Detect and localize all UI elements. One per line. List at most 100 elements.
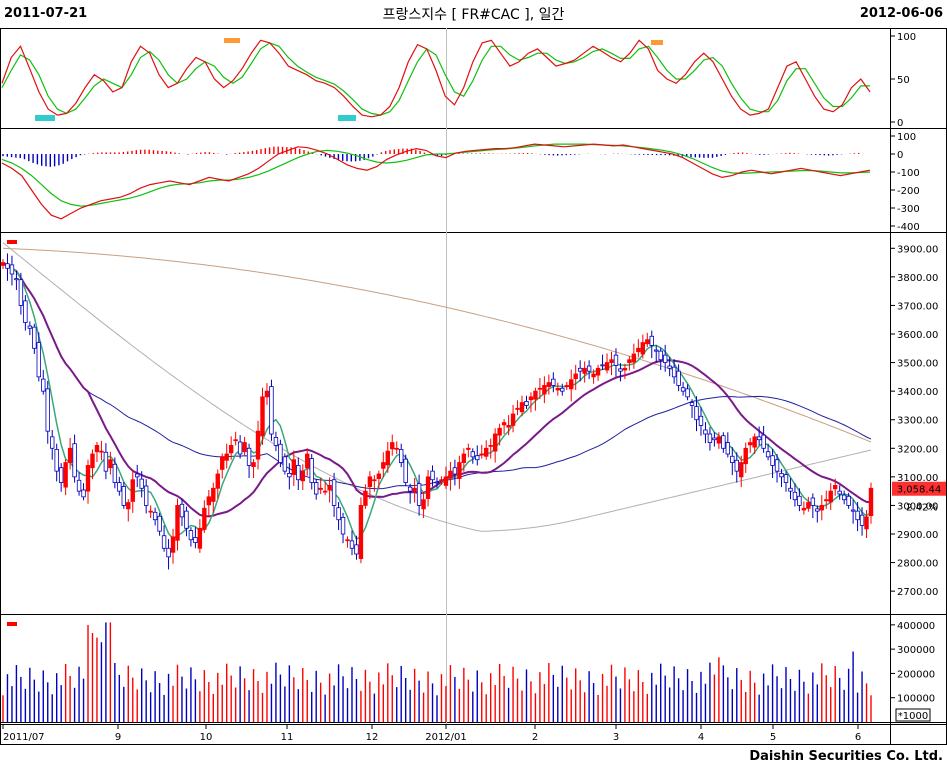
candle-body <box>309 458 314 483</box>
x-tick-label: 3 <box>613 732 619 743</box>
candle-body <box>327 485 332 491</box>
stoch-d-line <box>1 42 870 116</box>
price-y-tick-label: 3200.00 <box>897 444 938 455</box>
candle-body <box>54 449 59 472</box>
candle-body <box>484 447 489 457</box>
candle-body <box>855 510 860 521</box>
candle-body <box>340 517 346 535</box>
candle-body <box>739 462 744 478</box>
candle-body <box>497 427 502 436</box>
candle-body <box>716 436 722 444</box>
candle-body <box>846 495 851 506</box>
volume-y-tick-label: 200000 <box>897 669 935 680</box>
candle-body <box>560 387 565 392</box>
x-tick-label: 9 <box>115 732 121 743</box>
candle-body <box>640 342 646 355</box>
candle-body <box>595 367 601 376</box>
candle-body <box>841 494 847 501</box>
candle-body <box>135 473 140 478</box>
candle-body <box>166 547 171 558</box>
candle-body <box>730 455 735 463</box>
candle-body <box>27 325 33 329</box>
candle-body <box>390 442 395 450</box>
candle-body <box>126 502 131 510</box>
macd-y-tick-label: 0 <box>897 150 903 161</box>
candle-body <box>577 367 583 372</box>
candle-body <box>859 514 865 526</box>
chart-title: 프랑스지수 [ FR#CAC ], 일간 <box>382 7 565 23</box>
candle-body <box>564 385 569 387</box>
company-footer: Daishin Securities Co. Ltd. <box>749 749 943 764</box>
candle-body <box>774 459 780 472</box>
change-pct-label: 2.42% <box>906 503 938 514</box>
candle-body <box>76 479 82 492</box>
candle-body <box>569 379 574 390</box>
candle-body <box>152 511 158 521</box>
candle-body <box>806 502 811 509</box>
candle-body <box>810 497 816 506</box>
candle-body <box>260 396 265 437</box>
candle-body <box>421 499 426 510</box>
candle-body <box>363 490 368 506</box>
candle-body <box>868 487 874 517</box>
candle-body <box>582 367 587 374</box>
candle-body <box>721 435 726 449</box>
candle-body <box>161 535 167 549</box>
candle-body <box>743 447 748 465</box>
candle-body <box>273 437 279 446</box>
candle-body <box>649 335 654 346</box>
x-tick-label: 11 <box>281 732 294 743</box>
candle-body <box>510 413 516 426</box>
candle-body <box>121 486 127 506</box>
candle-body <box>381 462 386 469</box>
x-tick-label: 10 <box>200 732 213 743</box>
candle-body <box>18 279 24 306</box>
candle-body <box>783 474 789 483</box>
price-y-tick-label: 2800.00 <box>897 559 938 570</box>
candle-body <box>466 447 471 450</box>
candle-body <box>613 354 619 366</box>
candle-body <box>833 485 838 490</box>
candle-body <box>85 465 91 492</box>
candle-body <box>533 390 538 400</box>
ma120-line <box>2 242 872 532</box>
candle-body <box>143 485 149 506</box>
price-y-tick-label: 3800.00 <box>897 273 938 284</box>
candle-body <box>658 350 663 361</box>
candle-body <box>72 443 77 478</box>
candle-body <box>242 442 247 453</box>
candle-body <box>430 470 435 481</box>
candle-body <box>407 486 413 492</box>
candle-body <box>403 458 408 483</box>
candle-body <box>457 462 462 479</box>
candle-body <box>461 453 467 463</box>
candle-body <box>0 262 6 266</box>
candle-body <box>412 487 417 492</box>
candle-body <box>354 544 359 555</box>
candle-body <box>819 505 824 511</box>
candle-body <box>108 459 113 469</box>
stoch-y-tick-label: 0 <box>897 118 903 129</box>
candle-body <box>443 476 449 486</box>
candle-body <box>278 443 283 463</box>
candle-body <box>282 456 288 472</box>
candle-body <box>246 447 252 466</box>
candle-body <box>694 406 699 421</box>
start-date: 2011-07-21 <box>4 6 88 21</box>
candle-body <box>712 437 717 441</box>
ma60-line <box>2 262 872 490</box>
candle-body <box>322 490 328 493</box>
candle-body <box>475 455 480 461</box>
candle-body <box>752 436 757 448</box>
candle-body <box>671 366 677 378</box>
candle-body <box>300 470 305 482</box>
stoch-y-tick-label: 100 <box>897 32 916 43</box>
candle-body <box>756 436 762 441</box>
candle-body <box>296 465 301 481</box>
candle-body <box>515 407 520 410</box>
candle-body <box>698 415 704 426</box>
candle-body <box>376 473 382 479</box>
candle-body <box>439 479 444 482</box>
stoch-overbought-fill <box>651 40 663 45</box>
candle-body <box>90 453 95 469</box>
